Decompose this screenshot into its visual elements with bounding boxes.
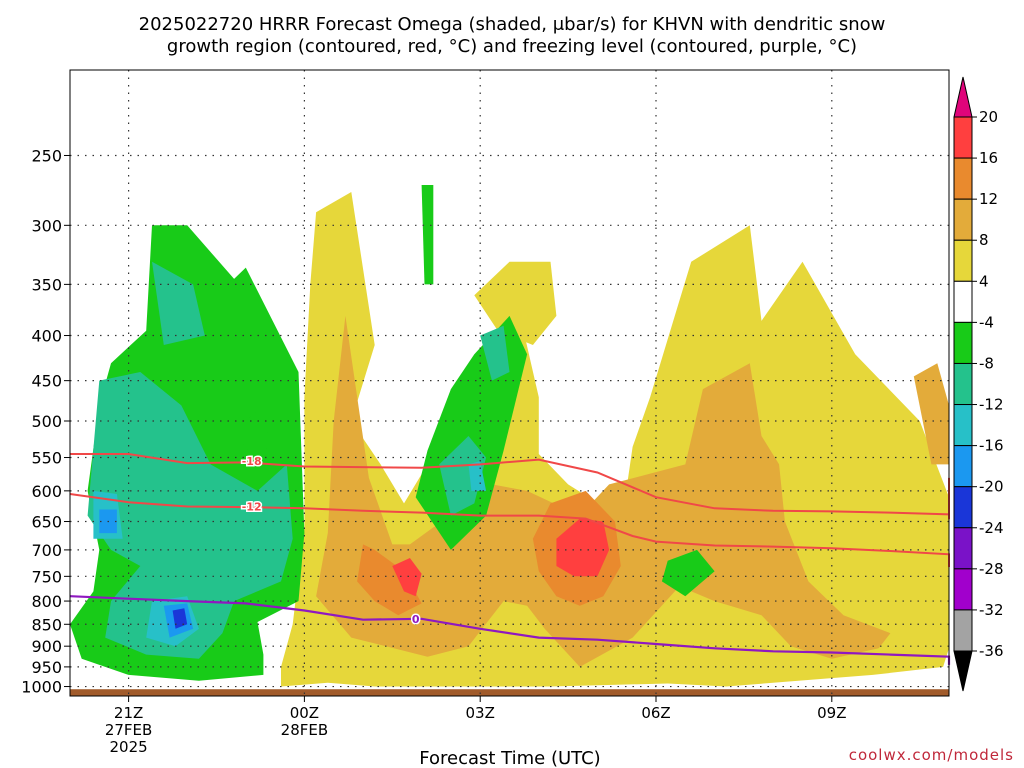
y-tick-label-900: 900 xyxy=(31,637,62,656)
x-tick-label-3-1: 28FEB xyxy=(281,721,328,739)
colorbar-label-1: 20 xyxy=(979,108,998,126)
colorbar-label-8: -12 xyxy=(979,396,1004,414)
colorbar-label-2: 16 xyxy=(979,149,998,167)
omega-region-7 xyxy=(556,518,610,577)
y-tick-label-700: 700 xyxy=(31,541,62,560)
omega-region-4 xyxy=(913,363,949,465)
y-tick-label-400: 400 xyxy=(31,327,62,346)
x-tick-label-0-0: 21Z xyxy=(114,704,143,722)
colorbar-label-13: -32 xyxy=(979,601,1004,619)
y-tick-label-550: 550 xyxy=(31,449,62,468)
colorbar-segment-7 xyxy=(953,362,973,406)
plot-frame xyxy=(69,69,950,697)
colorbar-segment-6 xyxy=(953,321,973,364)
terrain-fill xyxy=(70,689,949,696)
colorbar-label-9: -16 xyxy=(979,437,1004,455)
y-tick-label-1000: 1000 xyxy=(21,678,62,697)
omega-region-20 xyxy=(468,461,487,491)
y-tick-label-850: 850 xyxy=(31,615,62,634)
colorbar-segment-10 xyxy=(953,486,973,529)
omega-region-17 xyxy=(480,325,510,381)
chart-title-line1: 2025022720 HRRR Forecast Omega (shaded, … xyxy=(139,14,886,35)
y-tick-label-350: 350 xyxy=(31,275,62,294)
x-tick-label-6-0: 03Z xyxy=(466,704,495,722)
y-tick-label-500: 500 xyxy=(31,412,62,431)
y-tick-label-600: 600 xyxy=(31,482,62,501)
colorbar-segment-5 xyxy=(953,280,973,323)
x-tick-label-3-0: 00Z xyxy=(290,704,319,722)
omega-region-6 xyxy=(357,544,422,616)
x-tick-label-9-0: 06Z xyxy=(641,704,670,722)
omega-region-8 xyxy=(392,558,422,597)
colorbar-segment-1 xyxy=(953,116,973,159)
pressure-axis: 250 300 350 400 450 500 550 600 650 700 750 800 850 9… xyxy=(21,146,70,697)
x-tick-label-12-0: 09Z xyxy=(817,704,846,722)
colorbar-segment-4 xyxy=(953,239,973,282)
colorbar-segment-11 xyxy=(953,527,973,570)
colorbar-bottom-arrow xyxy=(953,650,973,692)
omega-region-11 xyxy=(242,405,270,465)
y-tick-label-250: 250 xyxy=(31,146,62,165)
colorbar-segment-12 xyxy=(953,568,973,611)
omega-region-14 xyxy=(87,372,293,659)
omega-region-13 xyxy=(421,185,434,285)
freezing-level-contour-1-label: 0 xyxy=(412,613,420,626)
x-tick-label-0-2: 2025 xyxy=(110,738,148,756)
y-tick-label-300: 300 xyxy=(31,216,62,235)
omega-region-12 xyxy=(661,549,715,597)
y-tick-label-750: 750 xyxy=(31,567,62,586)
colorbar-label-6: -4 xyxy=(979,313,994,331)
watermark: coolwx.com/models xyxy=(849,746,1014,764)
y-tick-label-800: 800 xyxy=(31,592,62,611)
x-axis-title: Forecast Time (UTC) xyxy=(419,748,600,768)
colorbar-label-14: -36 xyxy=(979,642,1004,660)
y-tick-label-450: 450 xyxy=(31,372,62,391)
dgz-contour-2 xyxy=(69,493,950,567)
omega-region-2 xyxy=(474,261,557,345)
colorbar-segment-2 xyxy=(953,157,973,200)
colorbar-label-7: -8 xyxy=(979,354,994,372)
colorbar-segment-3 xyxy=(953,198,973,241)
y-tick-label-650: 650 xyxy=(31,513,62,532)
colorbar-label-4: 8 xyxy=(979,231,989,249)
chart-title-line2: growth region (contoured, red, °C) and f… xyxy=(167,36,857,57)
omega-region-23 xyxy=(172,608,188,629)
colorbar-label-11: -24 xyxy=(979,519,1004,537)
colorbar-segment-9 xyxy=(953,445,973,488)
colorbar-label-12: -28 xyxy=(979,560,1004,578)
colorbar-label-10: -20 xyxy=(979,478,1004,496)
terrain-block xyxy=(70,689,949,696)
x-tick-label-0-1: 27FEB xyxy=(105,721,152,739)
colorbar-label-5: 4 xyxy=(979,272,989,290)
colorbar-top-arrow xyxy=(953,76,973,118)
omega-shaded-regions xyxy=(70,185,949,687)
colorbar-label-3: 12 xyxy=(979,190,998,208)
colorbar-segment-8 xyxy=(953,404,973,447)
dgz-contour-2-label: -12 xyxy=(242,500,262,513)
omega-region-15 xyxy=(152,261,205,345)
omega-region-16 xyxy=(439,436,487,516)
y-tick-label-950: 950 xyxy=(31,658,62,677)
omega-colorbar: 20 16 12 8 4 -4 -8 -12 -16 -20 -24 -28 -32 -36 xyxy=(953,76,1004,692)
colorbar-segment-13 xyxy=(953,609,973,652)
dgz-contour-1-label: -18 xyxy=(242,455,262,468)
